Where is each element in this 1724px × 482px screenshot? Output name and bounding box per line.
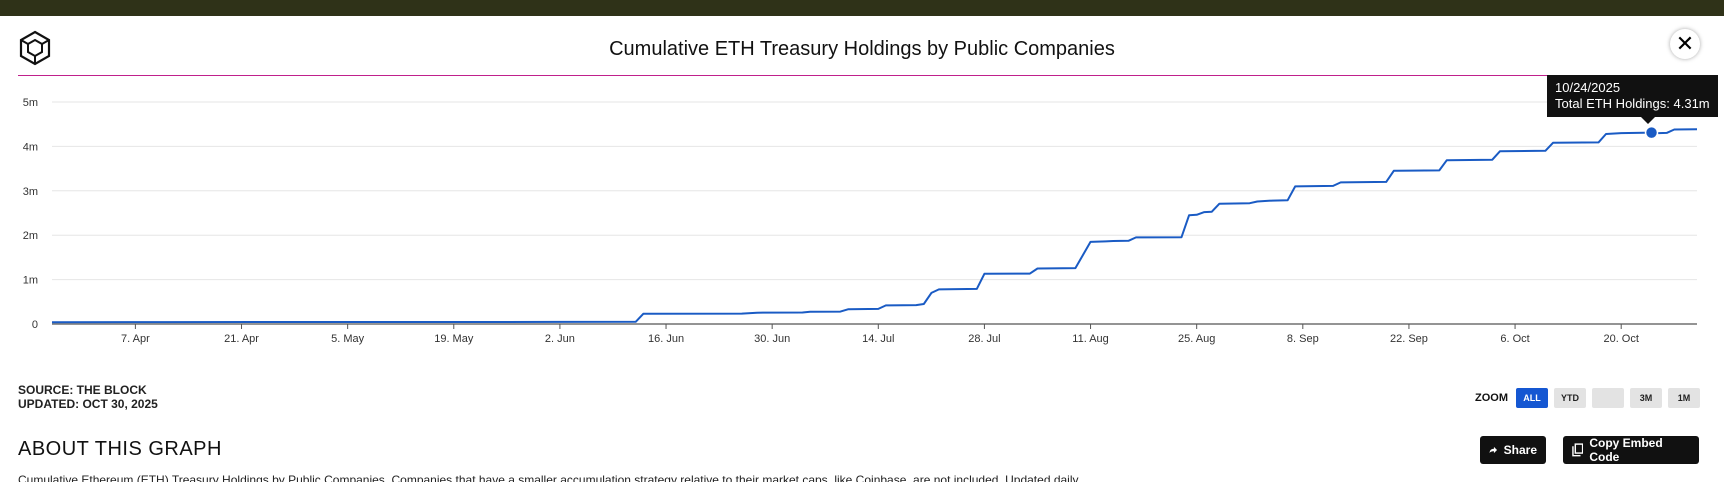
x-tick-label: 16. Jun	[648, 333, 684, 345]
y-tick-label: 2m	[23, 230, 38, 242]
zoom-blank-button[interactable]	[1592, 388, 1624, 408]
share-label: Share	[1503, 443, 1537, 457]
zoom-controls: ZOOM ALL YTD 3M 1M	[1475, 388, 1700, 408]
x-tick-label: 8. Sep	[1287, 333, 1319, 345]
updated-label: UPDATED: OCT 30, 2025	[18, 397, 158, 411]
chart-modal: Cumulative ETH Treasury Holdings by Publ…	[0, 16, 1724, 482]
source-info: SOURCE: THE BLOCK UPDATED: OCT 30, 2025	[18, 383, 158, 411]
y-tick-label: 0	[32, 319, 38, 331]
y-tick-label: 1m	[23, 275, 38, 287]
x-tick-label: 7. Apr	[121, 333, 150, 345]
about-title: ABOUT THIS GRAPH	[18, 438, 222, 460]
x-tick-label: 11. Aug	[1072, 333, 1109, 345]
chart-tooltip: 10/24/2025 Total ETH Holdings: 4.31m	[1547, 75, 1718, 124]
x-tick-label: 19. May	[434, 333, 474, 345]
copy-embed-label: Copy Embed Code	[1589, 436, 1663, 464]
chart-title: Cumulative ETH Treasury Holdings by Publ…	[609, 38, 1115, 60]
zoom-all-button[interactable]: ALL	[1516, 388, 1548, 408]
y-tick-label: 3m	[23, 186, 38, 198]
line-chart: 0 1m 2m 3m 4m 5m 7. Apr 21. Apr 5. May 19. May 2.…	[23, 97, 1698, 345]
the-block-logo-icon	[19, 30, 51, 66]
copy-icon	[1572, 443, 1584, 457]
y-tick-label: 5m	[23, 97, 38, 109]
x-tick-label: 22. Sep	[1390, 333, 1428, 345]
copy-embed-button[interactable]: Copy Embed Code	[1563, 436, 1699, 464]
close-icon: ✕	[1675, 31, 1695, 56]
tooltip-date: 10/24/2025	[1555, 80, 1621, 95]
source-label: SOURCE: THE BLOCK	[18, 383, 147, 397]
zoom-1m-button[interactable]: 1M	[1668, 388, 1700, 408]
page-backdrop	[0, 0, 1724, 16]
zoom-3m-button[interactable]: 3M	[1630, 388, 1662, 408]
x-tick-label: 5. May	[331, 333, 365, 345]
share-arrow-icon	[1489, 446, 1498, 454]
x-tick-label: 28. Jul	[968, 333, 1000, 345]
x-tick-label: 2. Jun	[545, 333, 575, 345]
close-button[interactable]: ✕	[1670, 29, 1700, 59]
zoom-label: ZOOM	[1475, 392, 1508, 404]
x-tick-label: 21. Apr	[224, 333, 259, 345]
hover-point-marker[interactable]	[1644, 125, 1659, 140]
x-tick-label: 14. Jul	[862, 333, 894, 345]
tooltip-value: Total ETH Holdings: 4.31m	[1555, 96, 1710, 111]
share-button[interactable]: Share	[1480, 436, 1546, 464]
title-divider	[18, 75, 1708, 76]
series-line-total-eth-holdings	[51, 128, 1698, 324]
zoom-ytd-button[interactable]: YTD	[1554, 388, 1586, 408]
x-tick-label: 20. Oct	[1603, 333, 1638, 345]
graph-description: Cumulative Ethereum (ETH) Treasury Holdi…	[18, 473, 1081, 482]
x-tick-label: 6. Oct	[1500, 333, 1529, 345]
x-tick-label: 25. Aug	[1178, 333, 1215, 345]
x-tick-label: 30. Jun	[754, 333, 790, 345]
y-tick-label: 4m	[23, 141, 38, 153]
